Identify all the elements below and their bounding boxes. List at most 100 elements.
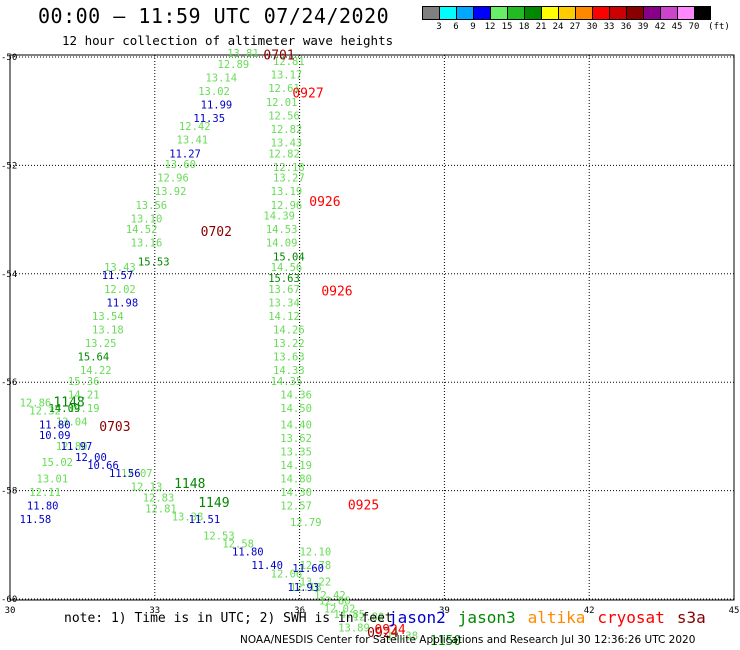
footer-credit: NOAA/NESDIS Center for Satellite Applica… (240, 634, 696, 646)
pass-time-label: 0927 (292, 87, 323, 102)
wave-height-value: 12.53 (203, 530, 235, 542)
wave-height-value: 11.97 (61, 441, 93, 453)
wave-height-value: 15.63 (268, 273, 300, 285)
wave-height-value: 12.61 (268, 83, 300, 95)
satellite-legend-jason2: jason2 (388, 608, 446, 627)
wave-height-value: 12.83 (143, 492, 175, 504)
wave-height-value: 13.43 (271, 137, 303, 149)
wave-height-value: 13.38 (172, 511, 204, 523)
wave-height-value: 13.35 (280, 446, 312, 458)
color-scale-label: 6 (453, 22, 459, 32)
wave-height-value: 14.21 (68, 389, 100, 401)
color-swatch (558, 6, 575, 20)
wave-height-value: 12.10 (300, 547, 332, 559)
wave-height-value: 11.35 (193, 113, 225, 125)
wave-height-value: 14.33 (273, 365, 305, 377)
color-swatch (609, 6, 626, 20)
wave-height-value: 13.10 (131, 213, 163, 225)
color-swatch (541, 6, 558, 20)
wave-height-value: 13.56 (135, 200, 167, 212)
wave-height-value: 13.89 (338, 623, 370, 635)
wave-height-value: 11.80 (27, 501, 59, 513)
wave-height-value: 13.54 (92, 311, 124, 323)
wave-height-value: 13.19 (271, 186, 303, 198)
wave-height-value: 11.98 (107, 297, 139, 309)
wave-height-value: 12.79 (290, 517, 322, 529)
wave-height-value: 12.00 (75, 452, 107, 464)
satellite-legend: jason2 jason3 altika cryosat s3a (388, 608, 718, 627)
wave-height-value: 12.82 (268, 148, 300, 160)
lat-tick-label: -54 (1, 270, 17, 280)
color-swatch (660, 6, 677, 20)
color-scale-label: 36 (620, 22, 632, 32)
wave-height-value: 14.36 (280, 389, 312, 401)
wave-height-value: 14.09 (266, 238, 298, 250)
color-swatch (490, 6, 507, 20)
color-swatch (507, 6, 524, 20)
color-scale-label: 18 (518, 22, 530, 32)
pass-time-label: 0702 (201, 225, 232, 240)
wave-height-value: 12.80 (353, 612, 385, 624)
wave-height-value: 12.11 (29, 487, 61, 499)
lat-tick-label: -56 (1, 378, 17, 388)
color-scale-label: 15 (501, 22, 513, 32)
wave-height-value: 13.22 (273, 338, 305, 350)
wave-height-value: 14.22 (80, 365, 112, 377)
pass-time-label: 1149 (198, 496, 229, 511)
lon-tick-label: 30 (5, 606, 16, 616)
wave-height-value: 13.41 (177, 135, 209, 147)
wave-height-value: 13.14 (205, 72, 237, 84)
wave-height-value: 14.09 (49, 403, 81, 415)
wave-height-value: 13.92 (155, 186, 187, 198)
color-swatch (524, 6, 541, 20)
wave-height-value: 15.02 (41, 457, 73, 469)
pass-time-label: 0926 (309, 195, 340, 210)
wave-height-value: 13.18 (92, 324, 124, 336)
wave-height-value: 12.13 (131, 482, 163, 494)
wave-height-value: 14.56 (271, 262, 303, 274)
page-subtitle: 12 hour collection of altimeter wave hei… (62, 33, 394, 48)
color-scale-label: 24 (552, 22, 564, 32)
lon-tick-label: 45 (729, 606, 740, 616)
wave-height-value: 12.56 (268, 110, 300, 122)
color-scale-label: 42 (654, 22, 666, 32)
color-scale-label: 39 (637, 22, 649, 32)
wave-height-value: 14.50 (280, 403, 312, 415)
color-swatch (626, 6, 643, 20)
wave-height-value: 12.32 (29, 406, 61, 418)
pass-time-label: 1148 (174, 477, 205, 492)
wave-height-value: 13.02 (198, 86, 230, 98)
wave-height-value: 14.39 (263, 211, 295, 223)
wave-height-value: 13.27 (273, 173, 305, 185)
wave-height-value: 14.80 (280, 473, 312, 485)
satellite-legend-altika: altika (527, 608, 586, 627)
wave-height-value: 12.58 (222, 539, 254, 551)
pass-time-label: 0924 (367, 626, 398, 641)
lon-tick-label: 36 (294, 606, 305, 616)
footer-note: note: 1) Time is in UTC; 2) SWH is in fe… (64, 611, 393, 626)
color-swatch (643, 6, 660, 20)
wave-height-value: 12.06 (271, 568, 303, 580)
pass-time-label: 1148 (53, 396, 84, 411)
wave-height-value: 11.80 (39, 419, 71, 431)
wave-height-value: 13.17 (271, 70, 303, 82)
wave-height-value: 15.36 (68, 376, 100, 388)
wave-height-value: 15.04 (273, 251, 305, 263)
wave-height-value: 13.60 (164, 159, 196, 171)
wave-height-value: 13.04 (56, 417, 88, 429)
color-swatch (473, 6, 490, 20)
wave-height-value: 15.53 (138, 257, 170, 269)
color-scale-label: 30 (586, 22, 598, 32)
map-frame (9, 54, 735, 601)
lat-tick-label: -60 (1, 595, 17, 605)
color-swatch (439, 6, 456, 20)
wave-height-value: 14.30 (280, 487, 312, 499)
wave-height-value: 14.19 (280, 460, 312, 472)
wave-height-value: 12.78 (300, 560, 332, 572)
axis-tick-labels: 30 33 36 39 42 45 -50 -52 -54 -56 -58 -60 (1, 53, 739, 616)
wave-height-value: 15.64 (78, 352, 110, 364)
color-scale-unit: (ft) (708, 22, 730, 32)
wave-height-value: 14.53 (266, 224, 298, 236)
wave-height-value: 14.52 (126, 224, 158, 236)
pass-time-label: 0925 (348, 499, 379, 514)
